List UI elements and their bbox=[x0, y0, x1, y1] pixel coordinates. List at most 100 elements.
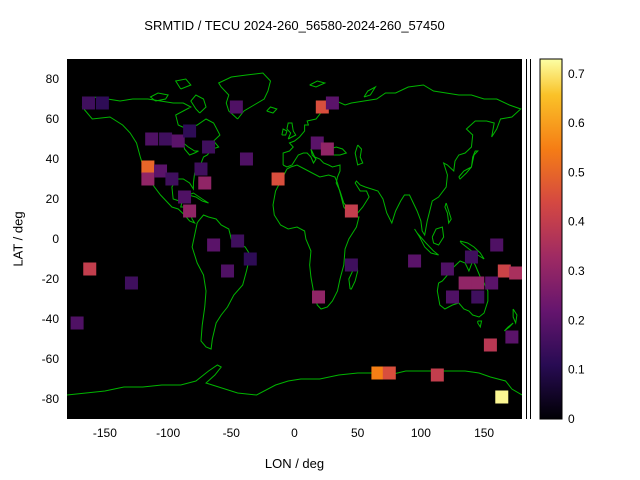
map-background bbox=[67, 59, 522, 419]
coastline-path bbox=[182, 142, 199, 156]
coastline-path bbox=[512, 308, 518, 325]
coastline-path bbox=[191, 214, 251, 350]
data-cell bbox=[154, 164, 168, 178]
data-cell bbox=[165, 172, 179, 186]
heatmap-cells-layer bbox=[70, 96, 522, 404]
data-cell bbox=[178, 190, 192, 204]
data-cell bbox=[505, 330, 519, 344]
y-tick-label: 80 bbox=[46, 72, 60, 86]
data-cell bbox=[315, 100, 329, 114]
data-cell bbox=[445, 290, 459, 304]
y-tick-label: 0 bbox=[52, 232, 59, 246]
data-cell bbox=[382, 366, 396, 380]
y-tick-label: -20 bbox=[42, 272, 60, 286]
coastline-path bbox=[309, 80, 327, 88]
coastline-path bbox=[477, 320, 483, 329]
y-axis-label: LAT / deg bbox=[10, 211, 26, 267]
x-tick-label: 50 bbox=[351, 426, 365, 440]
coastline-path bbox=[217, 72, 272, 120]
y-tick-label: -60 bbox=[42, 352, 60, 366]
x-tick-label: 100 bbox=[411, 426, 431, 440]
data-cell bbox=[495, 390, 509, 404]
data-cell bbox=[183, 124, 197, 138]
colorbar-tick-label: 0.1 bbox=[568, 363, 585, 377]
data-cell bbox=[145, 132, 159, 146]
data-cell bbox=[440, 262, 454, 276]
coastline-path bbox=[149, 92, 169, 102]
data-cell bbox=[497, 264, 511, 278]
coastline-path bbox=[190, 94, 207, 114]
y-tick-label: -40 bbox=[42, 312, 60, 326]
data-cell bbox=[95, 96, 109, 110]
data-cell bbox=[229, 100, 243, 114]
coastline-path bbox=[266, 106, 278, 114]
data-cell bbox=[141, 172, 155, 186]
colorbar-tick-label: 0.3 bbox=[568, 264, 585, 278]
colorbar-tick-label: 0.7 bbox=[568, 67, 585, 81]
coastline-path bbox=[272, 164, 360, 310]
data-cell bbox=[83, 262, 97, 276]
data-cell bbox=[312, 290, 326, 304]
x-tick-label: -50 bbox=[223, 426, 241, 440]
coastline-path bbox=[67, 364, 522, 396]
data-cell bbox=[430, 368, 444, 382]
data-cell bbox=[243, 252, 257, 266]
data-cell bbox=[231, 234, 245, 248]
data-cell bbox=[194, 162, 208, 176]
data-cell bbox=[320, 142, 334, 156]
data-cell bbox=[271, 172, 285, 186]
data-cell bbox=[70, 316, 84, 330]
data-cell bbox=[198, 176, 212, 190]
coastline-path bbox=[282, 84, 522, 237]
data-cell bbox=[202, 140, 216, 154]
data-cell bbox=[408, 254, 422, 268]
colorbar-tick-label: 0.4 bbox=[568, 215, 585, 229]
data-cell bbox=[464, 250, 478, 264]
data-cell bbox=[509, 266, 522, 280]
coastline-path bbox=[458, 150, 479, 180]
data-cell bbox=[124, 276, 138, 290]
colorbar-tick-label: 0.6 bbox=[568, 116, 585, 130]
coastline-path bbox=[81, 96, 221, 225]
coastline-path bbox=[286, 122, 297, 140]
x-tick-label: 150 bbox=[474, 426, 494, 440]
coastline-path bbox=[363, 85, 377, 98]
y-tick-label: -80 bbox=[42, 392, 60, 406]
coastline-path bbox=[503, 322, 514, 332]
coastline-path bbox=[436, 259, 489, 318]
coastlines-layer bbox=[67, 72, 522, 396]
data-cell bbox=[490, 238, 504, 252]
y-tick-label: 20 bbox=[46, 192, 60, 206]
data-cell bbox=[159, 132, 173, 146]
x-tick-label: 0 bbox=[291, 426, 298, 440]
data-cell bbox=[171, 134, 185, 148]
coastline-path bbox=[414, 228, 439, 256]
chart-title: SRMTID / TECU 2024-260_56580-2024-260_57… bbox=[144, 18, 445, 33]
x-axis-label: LON / deg bbox=[264, 456, 325, 471]
coastline-path bbox=[431, 226, 445, 246]
coastline-path bbox=[281, 128, 288, 136]
y-tick-label: 60 bbox=[46, 112, 60, 126]
data-cell bbox=[310, 136, 324, 150]
colorbar-tick-label: 0 bbox=[568, 412, 575, 426]
coastline-path bbox=[174, 78, 192, 90]
data-cell bbox=[471, 276, 485, 290]
y-tick-label: 40 bbox=[46, 152, 60, 166]
data-cell bbox=[371, 366, 385, 380]
data-cell bbox=[344, 204, 358, 218]
data-cell bbox=[141, 160, 155, 174]
data-cell bbox=[183, 204, 197, 218]
data-cell bbox=[239, 152, 253, 166]
coastline-path bbox=[354, 144, 364, 166]
coastline-path bbox=[444, 202, 452, 225]
data-cell bbox=[221, 264, 235, 278]
data-cell bbox=[207, 238, 221, 252]
coastline-path bbox=[459, 240, 485, 260]
data-cell bbox=[344, 258, 358, 272]
data-cell bbox=[471, 290, 485, 304]
colorbar bbox=[539, 58, 563, 420]
colorbar-tick-label: 0.5 bbox=[568, 165, 585, 179]
data-cell bbox=[483, 338, 497, 352]
colorbar-tick-label: 0.2 bbox=[568, 313, 585, 327]
